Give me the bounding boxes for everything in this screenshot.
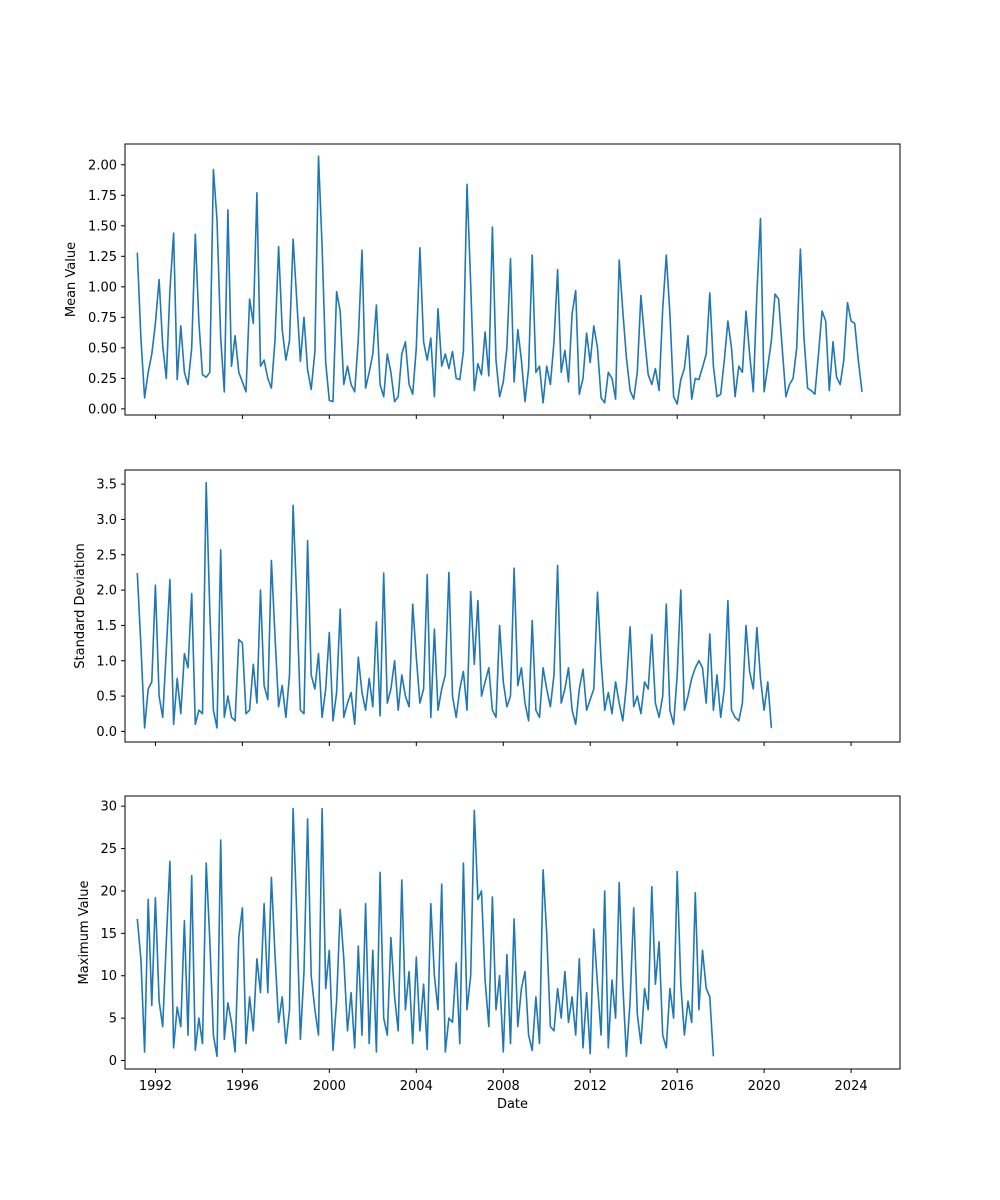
y-tick-label: 1.00 <box>88 280 117 295</box>
y-tick-label: 3.5 <box>96 478 117 493</box>
y-tick-label: 30 <box>100 800 117 815</box>
y-tick-label: 0 <box>109 1054 117 1069</box>
y-tick-label: 0.50 <box>88 341 117 356</box>
y-tick-label: 0.00 <box>88 402 117 417</box>
x-axis-label: Date <box>497 1097 528 1112</box>
y-tick-label: 1.25 <box>88 250 117 265</box>
y-axis-label: Maximum Value <box>77 881 92 985</box>
x-tick-label: 1992 <box>139 1079 172 1094</box>
y-tick-label: 15 <box>100 927 117 942</box>
series-line <box>136 155 863 405</box>
x-tick-label: 2004 <box>400 1079 433 1094</box>
y-tick-label: 3.0 <box>96 513 117 528</box>
x-tick-label: 2008 <box>487 1079 520 1094</box>
plot-frame <box>124 795 901 1070</box>
plot-frame <box>124 469 901 743</box>
x-tick-label: 2020 <box>748 1079 781 1094</box>
x-tick-label: 1996 <box>226 1079 259 1094</box>
y-tick-label: 2.00 <box>88 158 117 173</box>
y-tick-label: 1.0 <box>96 654 117 669</box>
y-tick-label: 0.25 <box>88 372 117 387</box>
y-tick-label: 25 <box>100 842 117 857</box>
x-tick-label: 2016 <box>661 1079 694 1094</box>
x-tick-label: 2024 <box>835 1079 868 1094</box>
y-tick-label: 2.0 <box>96 584 117 599</box>
y-tick-label: 0.75 <box>88 311 117 326</box>
maximum-value-panel: 0 5 10 15 20 25 30 1992 1996 2000 2004 2008 2012 2016… <box>77 795 901 1112</box>
y-axis-label: Mean Value <box>64 242 79 317</box>
y-tick-label: 1.5 <box>96 619 117 634</box>
y-tick-label: 5 <box>109 1012 117 1027</box>
x-tick-label: 2000 <box>313 1079 346 1094</box>
y-tick-label: 1.50 <box>88 219 117 234</box>
standard-deviation-panel: 0.0 0.5 1.0 1.5 2.0 2.5 3.0 3.5 Standard Deviati… <box>73 469 901 746</box>
y-tick-label: 0.5 <box>96 690 117 705</box>
mean-value-panel: 0.00 0.25 0.50 0.75 1.00 1.25 1.50 1.75 2.00 Mean… <box>64 143 901 419</box>
y-tick-label: 10 <box>100 969 117 984</box>
series-line <box>136 481 773 729</box>
plot-frame <box>124 143 901 416</box>
y-tick-label: 2.5 <box>96 548 117 563</box>
y-tick-label: 20 <box>100 884 117 899</box>
x-tick-label: 2012 <box>574 1079 607 1094</box>
y-tick-label: 1.75 <box>88 189 117 204</box>
y-axis-label: Standard Deviation <box>73 543 88 668</box>
series-line <box>136 807 715 1058</box>
y-tick-label: 0.0 <box>96 725 117 740</box>
